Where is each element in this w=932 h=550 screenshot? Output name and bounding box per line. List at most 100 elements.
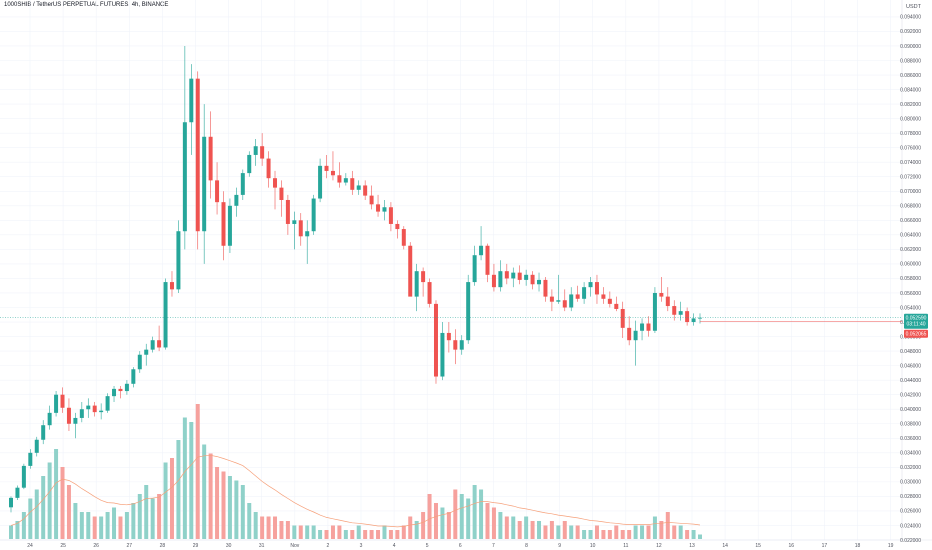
candle: [15, 485, 20, 501]
candle-body: [176, 231, 181, 290]
volume-bar: [208, 453, 213, 539]
candle-body: [376, 204, 381, 212]
price-tick-label: 0.086000: [900, 73, 921, 79]
price-tick-label: 0.080000: [900, 116, 921, 122]
price-tick-label: 0.078000: [900, 131, 921, 137]
price-tick-label: 0.032000: [900, 465, 921, 471]
candle: [182, 45, 187, 250]
candle-body: [504, 271, 509, 279]
date-tick-label: 26: [93, 543, 99, 549]
volume-bar: [408, 516, 413, 539]
candle-body: [215, 180, 220, 203]
date-tick-label: 16: [789, 543, 795, 549]
date-tick-label: Nov: [290, 543, 299, 549]
candle: [601, 287, 606, 304]
volume-bar: [247, 503, 252, 539]
volume-bar: [588, 530, 593, 539]
candle-body: [446, 332, 451, 341]
volume-bar: [92, 516, 97, 539]
price-tick-label: 0.024000: [900, 523, 921, 529]
volume-bar: [66, 485, 71, 539]
volume-bar: [433, 503, 438, 539]
candle-body: [240, 173, 245, 195]
candle: [266, 151, 271, 188]
price-tick-label: 0.026000: [900, 509, 921, 515]
candle: [537, 272, 542, 292]
price-tick-label: 0.072000: [900, 175, 921, 181]
volume-bar: [569, 525, 574, 539]
candle: [189, 64, 194, 155]
candle-body: [556, 300, 561, 302]
price-tick-label: 0.034000: [900, 451, 921, 457]
candle: [350, 170, 355, 195]
candle-body: [266, 158, 271, 179]
candle-body: [691, 318, 696, 323]
last-price-label: 0.052590: [906, 315, 927, 321]
candle: [401, 226, 406, 250]
candle-body: [318, 165, 323, 199]
volume-bar: [105, 512, 110, 539]
date-tick-label: 19: [888, 543, 894, 549]
candle-body: [627, 327, 632, 341]
volume-bar: [221, 471, 226, 539]
volume-bar: [202, 444, 207, 539]
price-tick-label: 0.056000: [900, 291, 921, 297]
volume-bar: [607, 530, 612, 539]
volume-bar: [253, 512, 258, 539]
candle: [678, 301, 683, 321]
candle-body: [118, 388, 123, 392]
date-tick-label: 2: [327, 543, 330, 549]
price-tick-label: 0.060000: [900, 262, 921, 268]
candle: [479, 226, 484, 261]
candle: [517, 265, 522, 285]
volume-bar: [691, 530, 696, 539]
date-tick-label: 15: [755, 543, 761, 549]
candle: [356, 180, 361, 195]
volume-bar: [498, 512, 503, 539]
volume-bar: [672, 525, 677, 539]
candle: [446, 322, 451, 353]
volume-bar: [234, 480, 239, 539]
candle: [549, 289, 554, 312]
candle-body: [575, 294, 580, 299]
candle-body: [530, 274, 535, 285]
volume-bar: [195, 404, 200, 539]
volume-bar: [21, 512, 26, 539]
candle-body: [569, 294, 574, 308]
candle-body: [28, 452, 33, 466]
volume-bar: [459, 494, 464, 539]
candle-body: [66, 407, 71, 424]
volume-bar: [466, 498, 471, 539]
volume-bar: [491, 507, 496, 539]
candle: [369, 185, 374, 210]
candle-body: [524, 274, 529, 280]
candle: [408, 242, 413, 297]
candle: [485, 243, 490, 283]
candle-body: [202, 136, 207, 232]
volume-bar: [537, 521, 542, 539]
candle: [195, 71, 200, 250]
price-markers: 0.052590 03:11:40 0.052065: [0, 313, 928, 338]
candle: [556, 274, 561, 304]
date-tick-label: 3: [360, 543, 363, 549]
candle-body: [511, 272, 516, 279]
volume-bar: [472, 485, 477, 539]
candle: [466, 274, 471, 344]
price-tick-label: 0.022000: [900, 538, 921, 544]
candle: [652, 287, 657, 333]
candle: [292, 211, 297, 250]
candle-body: [672, 306, 677, 315]
candle: [388, 202, 393, 232]
volume-bar: [685, 530, 690, 539]
price-tick-label: 0.090000: [900, 44, 921, 50]
volume-bar: [665, 512, 670, 539]
candle: [221, 191, 226, 261]
candle-body: [330, 170, 335, 176]
candle-body: [678, 311, 683, 315]
time-axis: 24 25 26 27 28 29 30 31 Nov 2 3 4 5 6 7 8 9 10 11 12 13 14 15 1…: [27, 543, 893, 549]
candle-body: [285, 199, 290, 224]
candle-body: [131, 369, 136, 384]
candle-body: [157, 340, 162, 348]
volume-bar: [594, 525, 599, 539]
